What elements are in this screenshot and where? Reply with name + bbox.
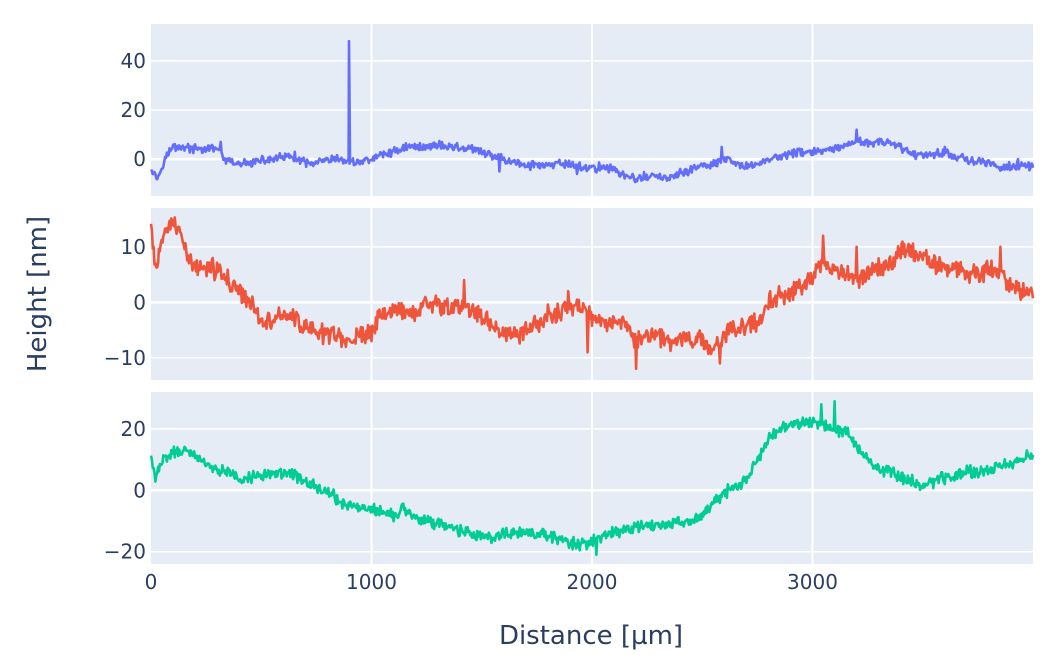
subplots: 0 20 40 −10 0 10 −20 0 20	[104, 24, 1035, 564]
subplot-1: 0 20 40	[121, 24, 1035, 196]
y-tick-label: −10	[104, 346, 146, 370]
x-tick-label: 2000	[567, 570, 618, 594]
y-axis-title: Height [nm]	[23, 216, 53, 372]
y-tick-label: 20	[121, 417, 146, 441]
series-line-3	[149, 399, 1035, 557]
x-tick-label: 0	[145, 570, 158, 594]
x-tick-label: 3000	[787, 570, 838, 594]
y-tick-label: 0	[133, 478, 146, 502]
x-tick-label: 1000	[346, 570, 397, 594]
y-tick-label: −20	[104, 540, 146, 564]
y-tick-label: 10	[121, 235, 146, 259]
y-tick-label: 0	[133, 147, 146, 171]
series-line-2	[149, 216, 1035, 371]
y-tick-label: 0	[133, 290, 146, 314]
x-axis-ticks: 0 1000 2000 3000	[145, 570, 838, 594]
y-tick-label: 40	[121, 49, 146, 73]
y-tick-label: 20	[121, 98, 146, 122]
subplot-2: −10 0 10	[104, 208, 1035, 380]
x-axis-title: Distance [µm]	[499, 621, 683, 651]
subplot-3: −20 0 20	[104, 392, 1035, 564]
series-line-1	[149, 39, 1035, 184]
